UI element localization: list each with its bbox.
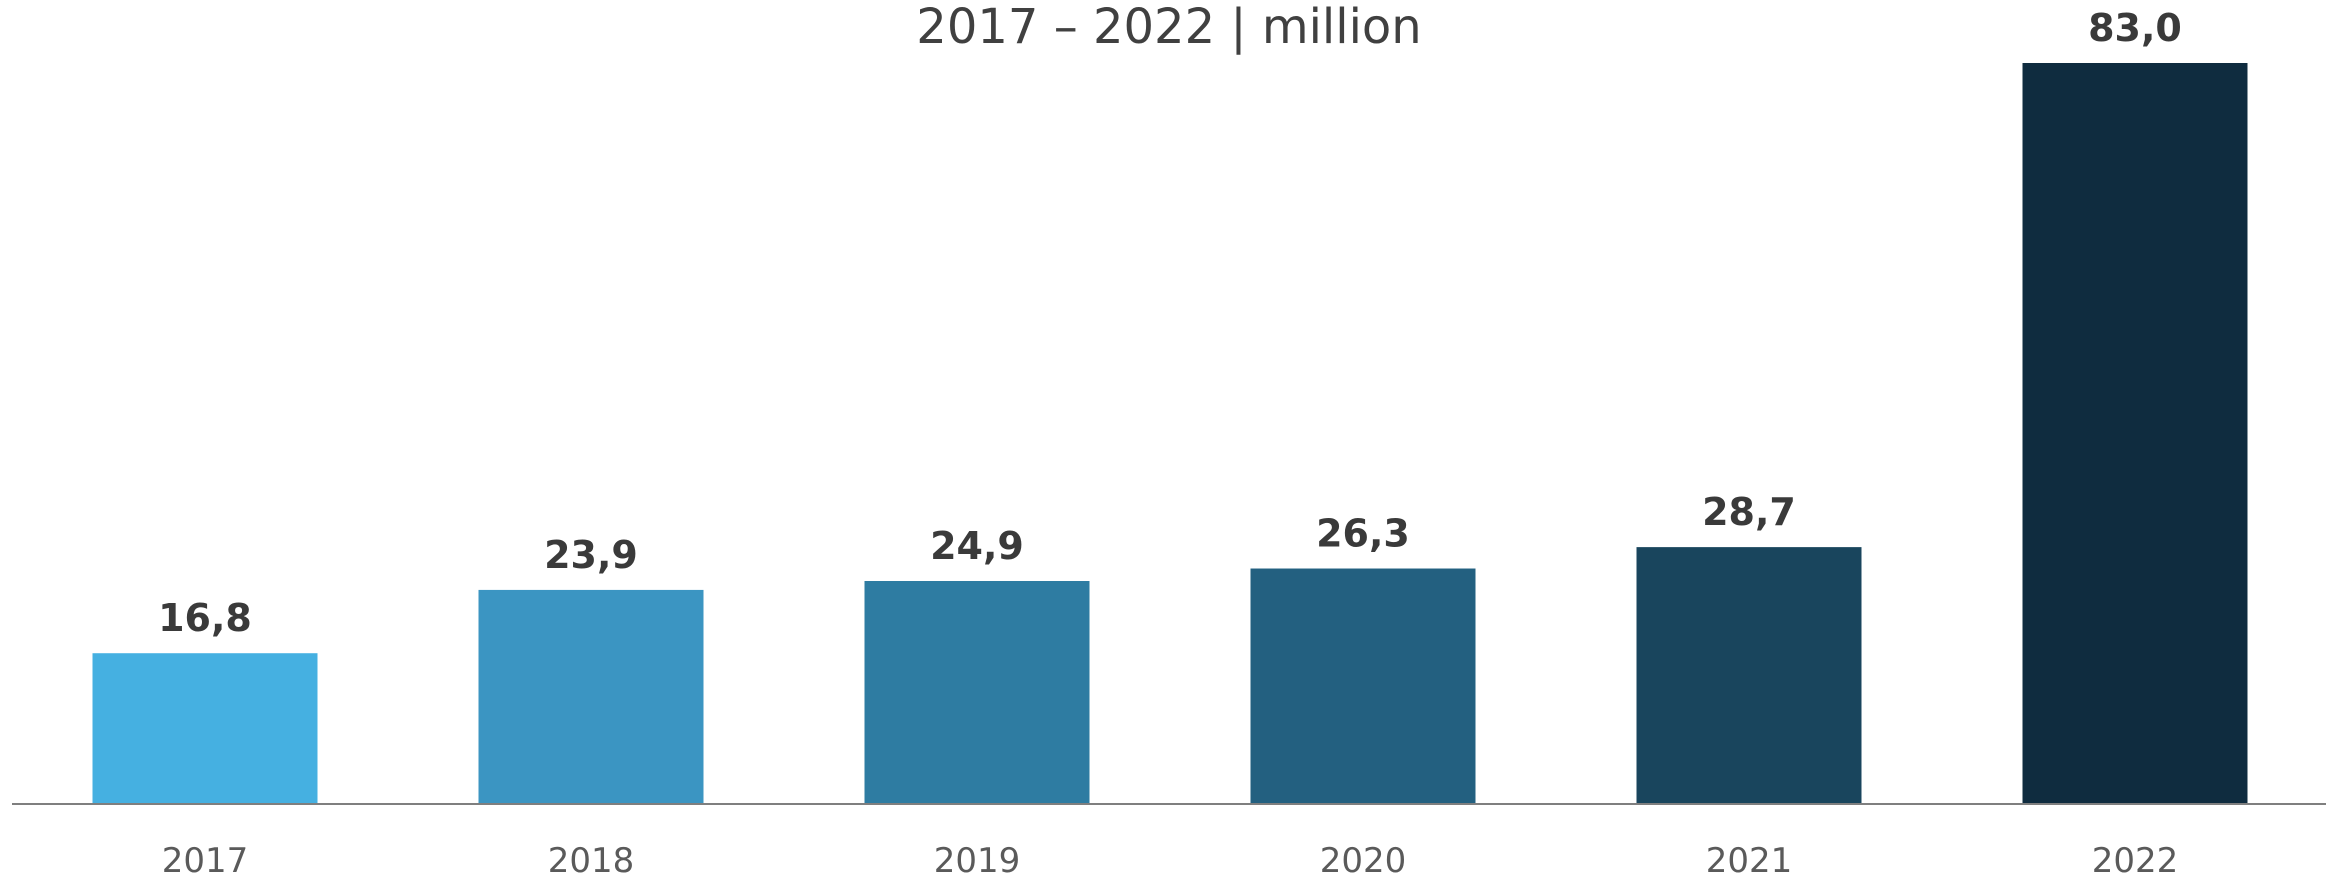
x-tick-label-2017: 2017 [162, 841, 249, 878]
bar-2020 [1250, 568, 1476, 803]
chart-title: 2017 – 2022 | million [916, 0, 1421, 55]
x-tick-label-2022: 2022 [2092, 841, 2179, 878]
x-tick-label-2021: 2021 [1706, 841, 1793, 878]
x-tick-label-2019: 2019 [934, 841, 1021, 878]
x-tick-label-2020: 2020 [1320, 841, 1407, 878]
x-tick-label-2018: 2018 [548, 841, 635, 878]
value-label-2018: 23,9 [544, 533, 638, 577]
value-label-2019: 24,9 [930, 524, 1024, 568]
value-label-2022: 83,0 [2088, 6, 2182, 50]
bar-2019 [864, 581, 1090, 803]
bar-2022 [2022, 63, 2248, 803]
value-label-2020: 26,3 [1316, 512, 1410, 556]
value-label-2021: 28,7 [1702, 490, 1796, 534]
bar-2021 [1636, 547, 1862, 803]
bars-layer [92, 63, 2248, 803]
bar-2018 [478, 589, 704, 803]
value-labels-layer: 16,8 23,9 24,9 26,3 28,7 83,0 [158, 6, 2182, 640]
value-label-2017: 16,8 [158, 596, 252, 640]
bar-2017 [92, 653, 318, 803]
x-tick-labels-layer: 2017 2018 2019 2020 2021 2022 [162, 841, 2179, 878]
